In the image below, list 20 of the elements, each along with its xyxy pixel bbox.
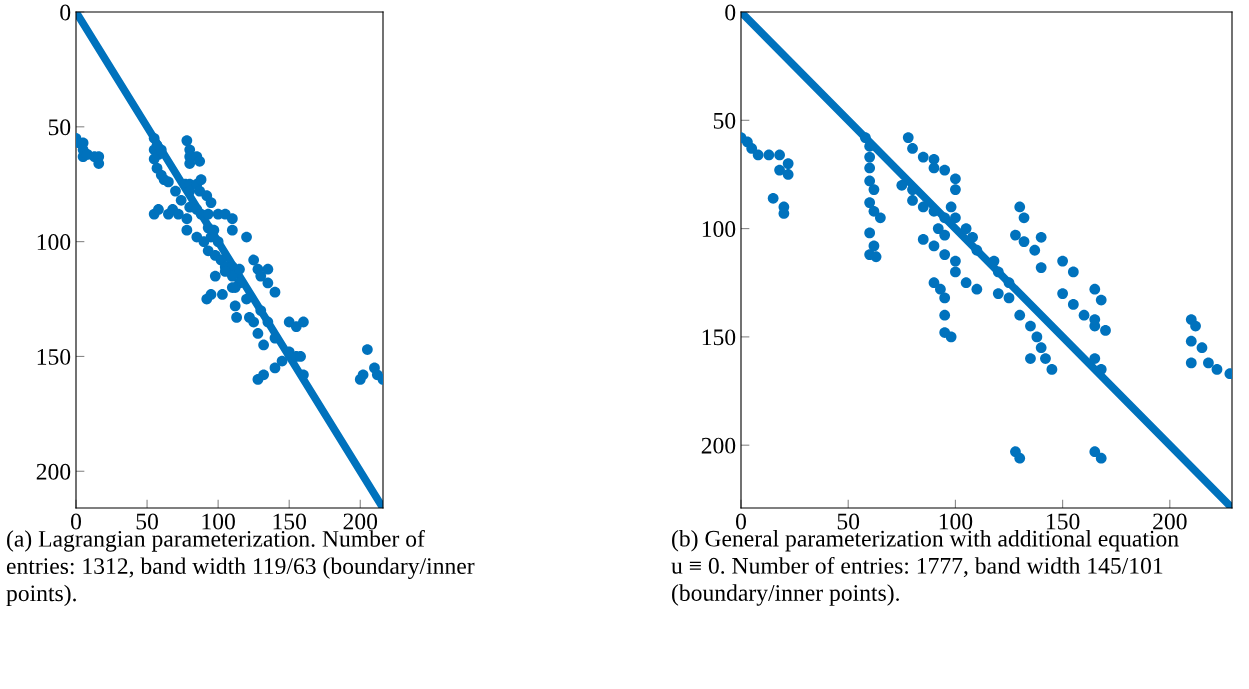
y-tick-label: 150 <box>702 329 736 346</box>
x-tick-label: 50 <box>136 513 158 530</box>
y-tick-label: 0 <box>60 4 71 21</box>
x-tick-label: 200 <box>343 513 378 530</box>
x-tick-label: 100 <box>202 513 235 530</box>
y-tick-label: 50 <box>713 112 736 129</box>
y-tick-label: 50 <box>48 119 71 136</box>
y-tick-label: 100 <box>37 234 71 251</box>
x-tick-label: 50 <box>837 513 860 530</box>
x-tick-label: 150 <box>273 513 306 530</box>
x-tick-label: 200 <box>1153 513 1187 530</box>
y-tick-label: 100 <box>702 221 736 238</box>
y-tick-label: 150 <box>37 348 71 365</box>
y-tick-label: 200 <box>36 463 71 480</box>
y-tick-label: 200 <box>701 437 736 454</box>
x-tick-label: 100 <box>939 513 973 530</box>
text: (b) General parameterization with additional equation u ≡ 0. Number of entries: 1777, band width 145/101 (boundary/inner points). <box>671 530 1179 606</box>
x-tick-label: 150 <box>1046 513 1080 530</box>
text: (a) Lagrangian parameterization. Number of entries: 1312, band width 119/63 (boundary/inner points). <box>6 530 475 607</box>
y-tick-label: 0 <box>725 4 736 21</box>
